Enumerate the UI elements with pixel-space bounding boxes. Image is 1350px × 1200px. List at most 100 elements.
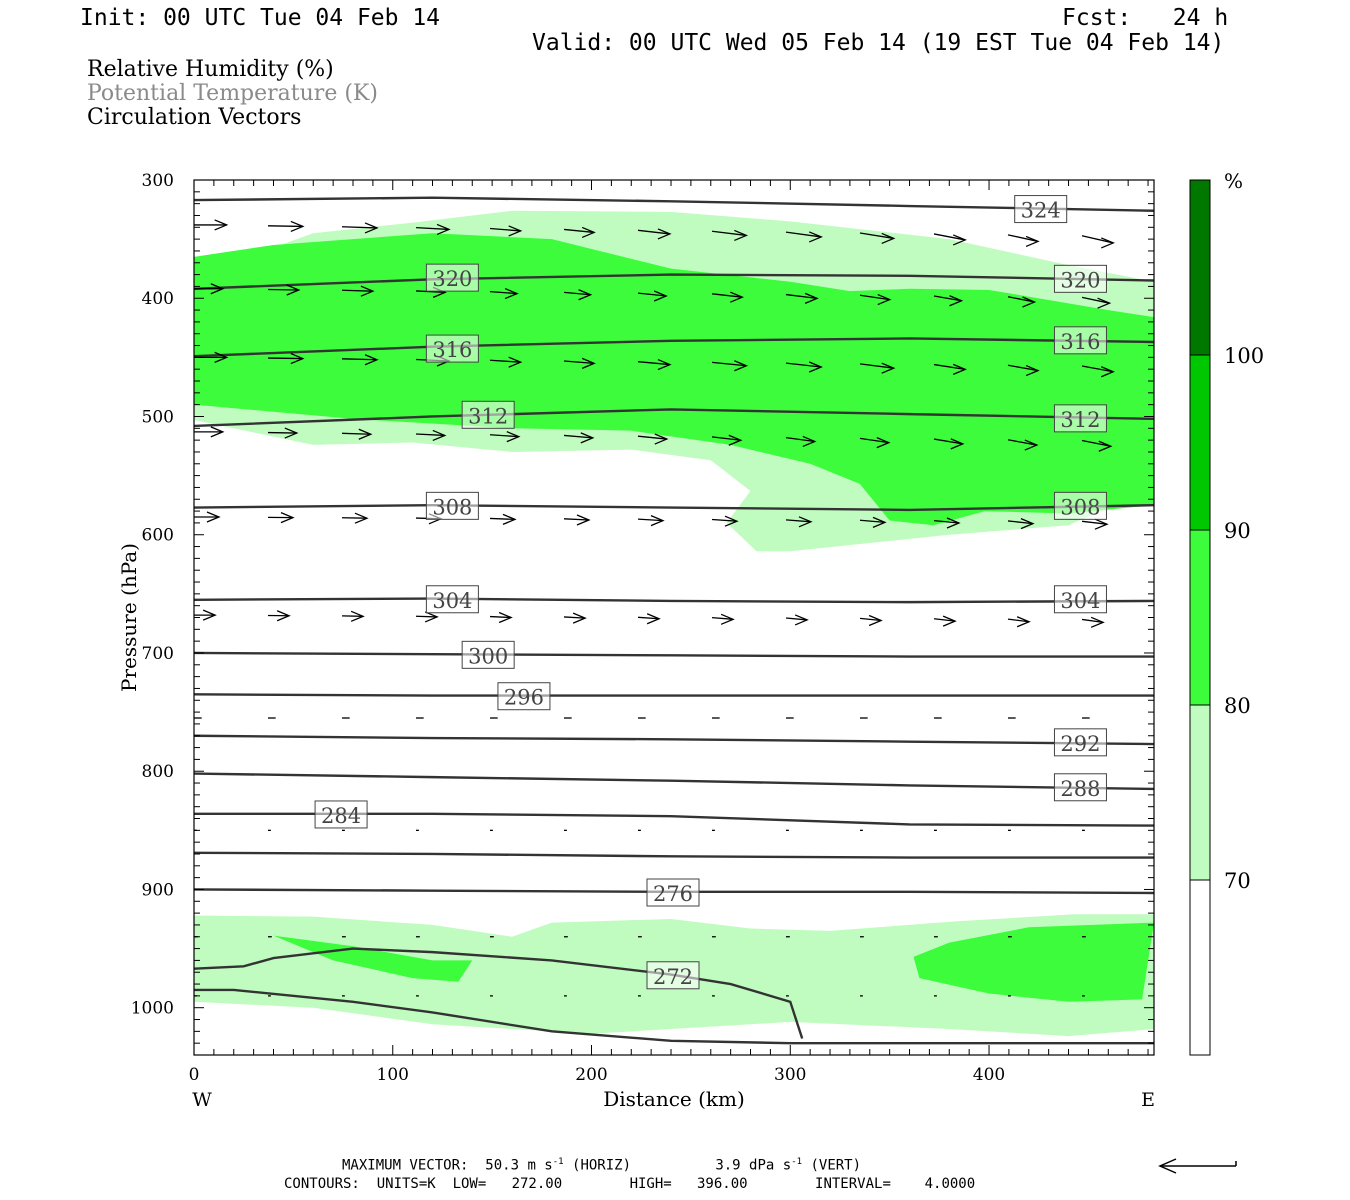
circulation-vector (489, 615, 512, 619)
colorbar-segment (1189, 179, 1211, 356)
colorbar-segment (1189, 354, 1211, 531)
circulation-vector (489, 434, 519, 438)
colorbar-segment (1189, 879, 1211, 1056)
theta-contour-line (194, 196, 1154, 212)
circulation-vector-head (1098, 440, 1113, 452)
circulation-vector (415, 433, 445, 437)
circulation-vector-head (1024, 439, 1039, 451)
circulation-vector (785, 436, 815, 443)
y-axis-title: Pressure (hPa) (117, 543, 141, 692)
circulation-vector-head (214, 351, 229, 363)
max-vector-horiz: 50.3 m s (485, 1157, 553, 1174)
circulation-vector (1007, 520, 1034, 525)
circulation-vector (711, 293, 743, 298)
circulation-vector (1007, 296, 1035, 303)
contour-label-276: 276 (653, 882, 693, 906)
max-vector-vert-exp: -1 (791, 1157, 803, 1167)
circulation-vector-head (734, 360, 749, 372)
circulation-vector-head (360, 285, 375, 297)
circulation-vector-head (942, 615, 957, 627)
circulation-vector-head (276, 610, 291, 622)
contour-label-box (1053, 491, 1107, 520)
circulation-vector-head (436, 223, 451, 236)
circulation-vector (711, 230, 747, 237)
circulation-vector-head (802, 435, 817, 448)
y-tick-label: 1000 (131, 999, 174, 1019)
rh-region-80-90 (194, 233, 1154, 526)
valid-time: Valid: 00 UTC Wed 05 Feb 14 (19 EST Tue … (532, 30, 1225, 56)
circulation-vector-head (734, 229, 749, 242)
circulation-vector (489, 517, 515, 521)
circulation-vector (563, 434, 593, 439)
contours-caption: CONTOURS: UNITS=K LOW= 272.00 HIGH= 396.… (284, 1176, 976, 1192)
circulation-vector-head (572, 612, 587, 624)
circulation-vector-head (730, 291, 745, 303)
y-tick-label: 400 (142, 289, 174, 309)
contour-label-316: 316 (432, 338, 472, 362)
circulation-vector-head (881, 232, 896, 245)
circulation-vector (785, 293, 818, 300)
theta-contour-line (194, 693, 1154, 697)
circulation-vector-head (872, 516, 887, 528)
circulation-vector (859, 437, 889, 444)
contour-label-304: 304 (1060, 589, 1100, 613)
contour-label-308: 308 (432, 495, 472, 519)
circulation-vector-head (946, 517, 961, 529)
circulation-vector-head (280, 511, 295, 524)
circulation-vector (933, 295, 962, 302)
circulation-vector-head (650, 514, 665, 527)
circulation-vector-head (206, 511, 221, 523)
circulation-vector-head (424, 611, 439, 623)
legend-field-theta: Potential Temperature (K) (87, 81, 378, 106)
circulation-vector-head (508, 225, 523, 237)
circulation-vector-head (290, 220, 305, 233)
legend-field-rh: Relative Humidity (%) (87, 57, 334, 82)
circulation-vector (1007, 618, 1030, 623)
circulation-vector (489, 359, 521, 363)
circulation-vector-head (804, 292, 819, 304)
colorbar-label: 80 (1224, 694, 1251, 718)
x-axis-title: Distance (km) (603, 1087, 745, 1111)
circulation-vector-head (364, 354, 379, 366)
theta-contour-line (194, 734, 1154, 746)
contour-label-box (425, 585, 479, 614)
circulation-vector-head (657, 228, 672, 240)
circulation-vector (933, 438, 963, 445)
y-tick-label: 800 (142, 762, 174, 782)
circulation-vector (637, 435, 667, 440)
circulation-vector-head (502, 513, 517, 525)
contour-label-312: 312 (1060, 408, 1100, 432)
max-vector-vert: 3.9 dPa s (715, 1157, 792, 1174)
rh-region-80-90 (913, 922, 1154, 1002)
theta-contour-line (194, 772, 1154, 791)
x-east-label: E (1141, 1089, 1155, 1111)
circulation-vector-head (581, 226, 596, 239)
circulation-vector-head (798, 516, 813, 528)
colorbar-label: 100 (1224, 344, 1264, 368)
circulation-vector-head (1090, 616, 1105, 628)
circulation-vector-head (506, 431, 521, 443)
circulation-vector (1007, 234, 1039, 243)
circulation-vector (563, 518, 589, 521)
circulation-vector-head (1097, 297, 1112, 309)
circulation-vector (267, 225, 303, 228)
circulation-vector-head (210, 283, 225, 295)
circulation-vector-head (728, 434, 743, 446)
circulation-vector (1081, 365, 1114, 373)
circulation-vector (711, 518, 738, 522)
circulation-vector-head (581, 357, 596, 369)
contour-label-box (1053, 585, 1107, 614)
circulation-vector-head (1025, 364, 1040, 377)
contour-label-284: 284 (321, 804, 361, 828)
contour-labels: 324 320 320 316 316 312 312 308 308 304 304 300 296 2… (314, 195, 1107, 990)
theta-contour-line (194, 337, 1154, 358)
contour-label-box (497, 682, 551, 711)
max-vector-label: MAXIMUM VECTOR: (342, 1157, 469, 1174)
x-west-label: W (192, 1089, 212, 1111)
contour-label-324: 324 (1021, 199, 1061, 223)
contour-label-box (425, 334, 479, 363)
contour-label-box (1014, 195, 1068, 224)
circulation-vector (489, 227, 521, 232)
circulation-vector-head (498, 611, 513, 624)
